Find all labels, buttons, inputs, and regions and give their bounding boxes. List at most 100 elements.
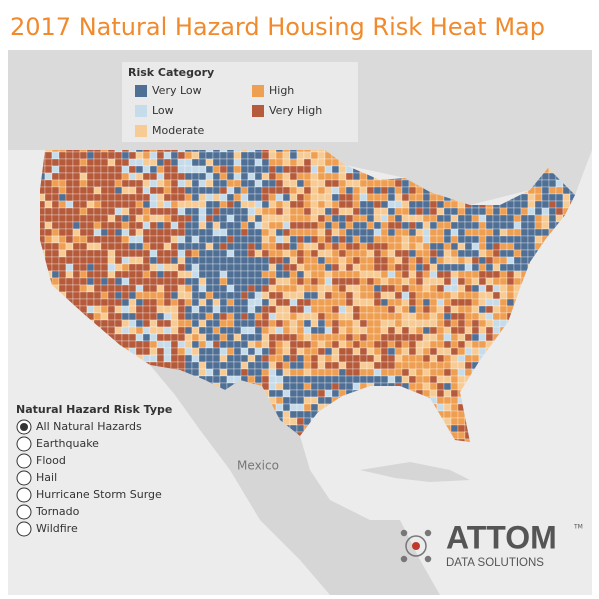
county-cell <box>317 172 326 181</box>
county-cell <box>170 305 179 314</box>
radio-label[interactable]: Hurricane Storm Surge <box>36 488 162 501</box>
radio-label[interactable]: Tornado <box>35 505 80 518</box>
county-cell <box>457 249 466 258</box>
county-cell <box>128 235 137 244</box>
radio-button[interactable] <box>16 453 32 469</box>
county-cell <box>86 193 95 202</box>
county-cell <box>135 165 144 174</box>
risk-type-filter: Natural Hazard Risk Type All Natural Haz… <box>16 403 172 537</box>
county-cell <box>296 396 305 405</box>
county-cell <box>324 172 333 181</box>
county-cell <box>107 249 116 258</box>
county-cell <box>177 312 186 321</box>
radio-label[interactable]: Wildfire <box>36 522 78 535</box>
county-cell <box>268 284 277 293</box>
county-cell <box>471 340 480 349</box>
county-cell <box>499 256 508 265</box>
county-cell <box>191 207 200 216</box>
county-cell <box>443 214 452 223</box>
county-cell <box>247 228 256 237</box>
radio-button[interactable] <box>16 436 32 452</box>
county-cell <box>86 284 95 293</box>
county-cell <box>296 305 305 314</box>
county-cell <box>415 193 424 202</box>
county-cell <box>394 256 403 265</box>
county-cell <box>436 228 445 237</box>
county-cell <box>317 249 326 258</box>
county-cell <box>506 221 515 230</box>
county-cell <box>443 361 452 370</box>
county-cell <box>86 165 95 174</box>
county-cell <box>338 242 347 251</box>
county-cell <box>268 382 277 391</box>
county-cell <box>135 249 144 258</box>
county-cell <box>58 158 67 167</box>
county-cell <box>366 284 375 293</box>
county-cell <box>415 221 424 230</box>
county-cell <box>485 235 494 244</box>
county-cell <box>212 172 221 181</box>
county-cell <box>205 326 214 335</box>
county-cell <box>170 326 179 335</box>
county-cell <box>401 284 410 293</box>
county-cell <box>408 277 417 286</box>
county-cell <box>387 354 396 363</box>
county-cell <box>156 319 165 328</box>
radio-dot[interactable] <box>20 423 28 431</box>
radio-button[interactable] <box>16 521 32 537</box>
county-cell <box>191 291 200 300</box>
county-cell <box>226 193 235 202</box>
county-cell <box>296 172 305 181</box>
county-cell <box>436 263 445 272</box>
county-cell <box>471 305 480 314</box>
county-cell <box>275 242 284 251</box>
county-cell <box>310 368 319 377</box>
county-cell <box>163 228 172 237</box>
county-cell <box>142 305 151 314</box>
county-cell <box>184 277 193 286</box>
county-cell <box>282 340 291 349</box>
county-cell <box>310 235 319 244</box>
county-cell <box>401 333 410 342</box>
radio-label[interactable]: Earthquake <box>36 437 99 450</box>
county-cell <box>352 263 361 272</box>
county-cell <box>394 277 403 286</box>
radio-label[interactable]: Flood <box>36 454 66 467</box>
county-cell <box>233 200 242 209</box>
county-cell <box>541 207 550 216</box>
county-cell <box>191 235 200 244</box>
county-cell <box>317 151 326 160</box>
county-cell <box>51 228 60 237</box>
county-cell <box>121 291 130 300</box>
county-cell <box>464 221 473 230</box>
county-cell <box>205 214 214 223</box>
county-cell <box>366 312 375 321</box>
county-cell <box>135 214 144 223</box>
county-cell <box>58 263 67 272</box>
county-cell <box>373 242 382 251</box>
county-cell <box>422 228 431 237</box>
radio-button[interactable] <box>16 470 32 486</box>
radio-label[interactable]: All Natural Hazards <box>36 420 142 433</box>
county-cell <box>387 284 396 293</box>
radio-button[interactable] <box>16 504 32 520</box>
county-cell <box>254 340 263 349</box>
county-cell <box>226 263 235 272</box>
county-cell <box>380 340 389 349</box>
county-cell <box>282 277 291 286</box>
radio-label[interactable]: Hail <box>36 471 57 484</box>
county-cell <box>226 333 235 342</box>
county-cell <box>478 326 487 335</box>
county-cell <box>373 284 382 293</box>
county-cell <box>492 298 501 307</box>
county-cell <box>289 207 298 216</box>
county-cell <box>303 242 312 251</box>
county-cell <box>408 305 417 314</box>
county-cell <box>401 291 410 300</box>
radio-button[interactable] <box>16 487 32 503</box>
county-cell <box>275 361 284 370</box>
county-cell <box>513 270 522 279</box>
cuba-land <box>360 462 470 482</box>
county-cell <box>72 221 81 230</box>
county-cell <box>219 235 228 244</box>
